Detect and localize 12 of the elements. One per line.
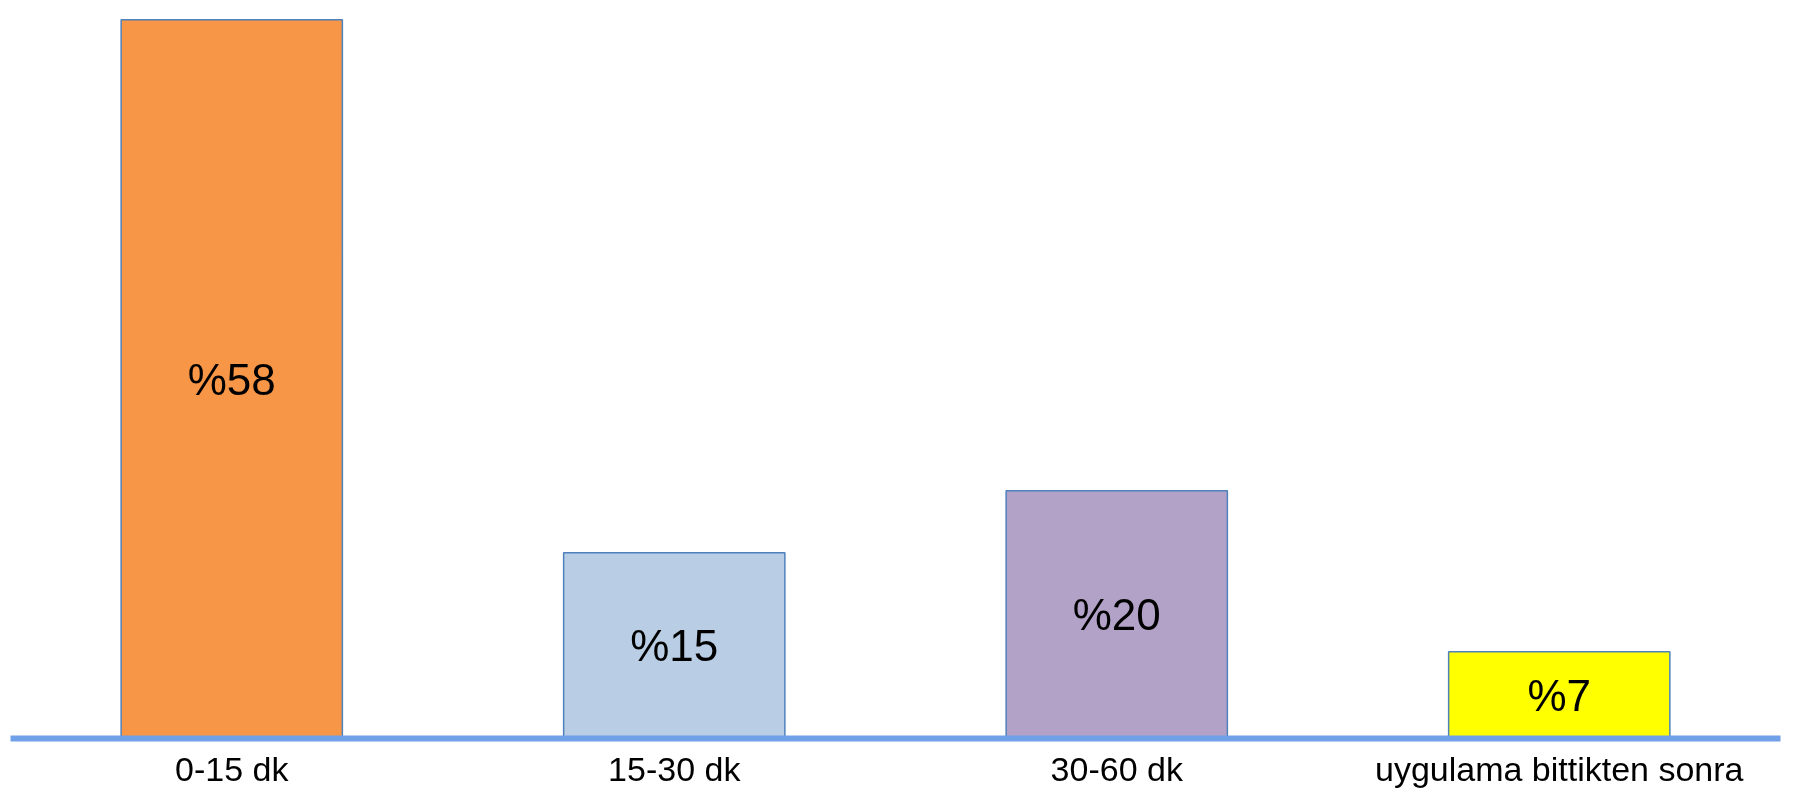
bar (562, 551, 786, 739)
bar (1447, 651, 1671, 739)
bar (1005, 489, 1229, 739)
data-label: %15 (630, 621, 719, 671)
bar (120, 19, 344, 739)
data-label: %20 (1072, 590, 1161, 640)
x-tick-label: 0-15 dk (175, 749, 290, 788)
x-tick-label: 30-60 dk (1050, 749, 1184, 788)
data-label: %58 (187, 354, 276, 404)
x-tick-label: uygulama bittikten sonra (1374, 749, 1744, 788)
data-label: %7 (1527, 670, 1592, 720)
x-tick-label: 15-30 dk (608, 749, 742, 788)
